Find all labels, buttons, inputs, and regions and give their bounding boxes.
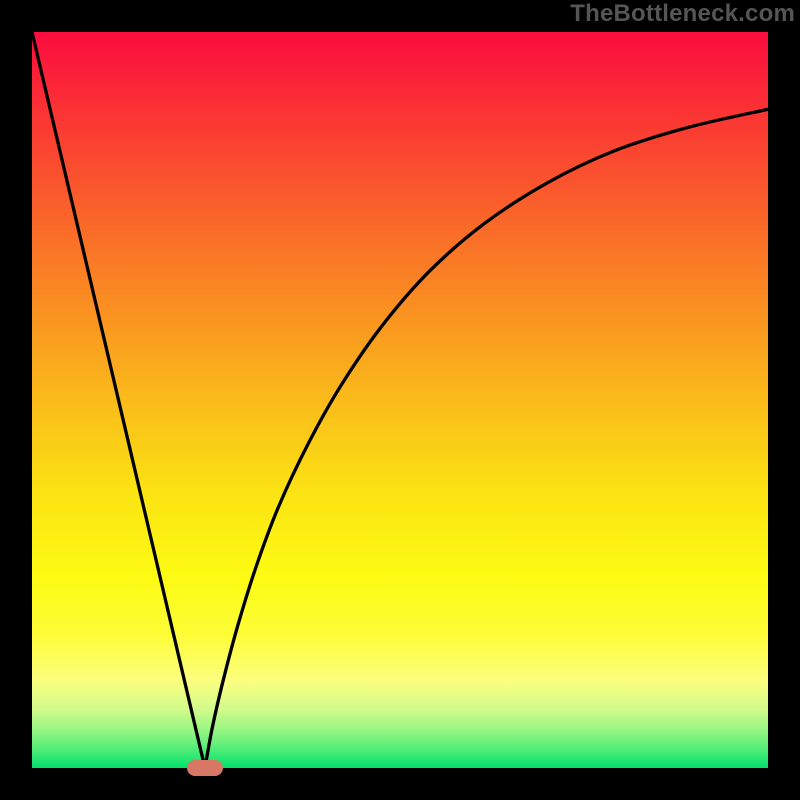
optimal-marker-pill [187,760,223,776]
gradient-background [32,32,768,768]
watermark-text: TheBottleneck.com [570,0,795,28]
chart-svg [0,0,800,800]
chart-stage: TheBottleneck.com [0,0,800,800]
